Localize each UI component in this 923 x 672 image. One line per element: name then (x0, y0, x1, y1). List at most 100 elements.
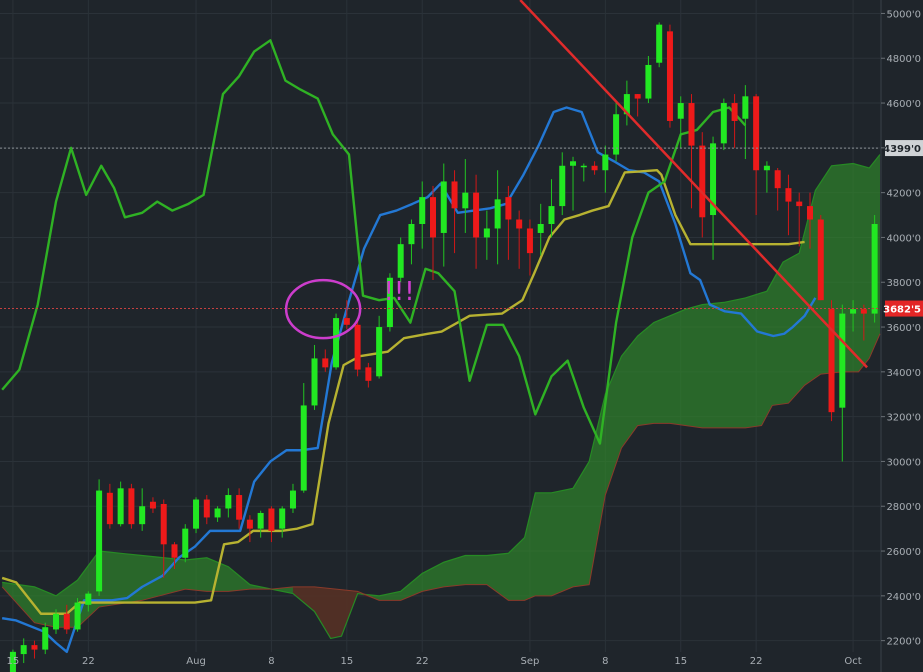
candle-up (839, 313, 846, 408)
y-tick-label: 4000'0 (886, 233, 921, 244)
candle-down (106, 492, 113, 525)
candle-down (699, 145, 706, 218)
candle-up (645, 64, 652, 99)
candle-up (623, 94, 630, 115)
candle-down (526, 228, 533, 254)
y-tick-label: 3400'0 (886, 368, 921, 379)
y-tick-label: 4600'0 (886, 99, 921, 110)
candle-up (53, 613, 60, 630)
y-tick-label: 4800'0 (886, 54, 921, 65)
candle-down (160, 504, 167, 545)
candle-down (753, 96, 760, 171)
candle-up (483, 228, 490, 238)
kijun-blue-line (1, 106, 817, 654)
y-tick-label: 3200'0 (886, 413, 921, 424)
candle-up (225, 495, 232, 509)
candle-down (634, 94, 641, 99)
price-tag-label: 3682'5 (883, 305, 921, 316)
candle-up (96, 490, 103, 592)
candle-down (796, 201, 803, 207)
candle-down (505, 197, 512, 220)
x-tick-label: 8 (268, 656, 274, 667)
x-tick-label: 22 (750, 656, 763, 667)
candle-up (548, 206, 555, 224)
candle-down (688, 103, 695, 146)
candle-up (742, 96, 749, 119)
candle-down (203, 499, 210, 518)
candle-up (214, 508, 221, 518)
y-tick-label: 3000'0 (886, 457, 921, 468)
candle-up (419, 197, 426, 224)
price-tag-label: 4399'0 (883, 144, 921, 155)
trendline (519, 0, 868, 369)
candle-down (246, 519, 253, 529)
x-tick-label: Oct (844, 656, 861, 667)
candle-down (516, 219, 523, 229)
candle-down (666, 31, 673, 121)
candle-up (9, 651, 16, 672)
candle-down (149, 501, 156, 509)
candle-down (429, 197, 436, 238)
candle-down (451, 181, 458, 209)
y-tick-label: 2600'0 (886, 547, 921, 558)
candle-up (656, 24, 663, 63)
y-tick-label: 5000'0 (886, 9, 921, 20)
candle-up (193, 499, 200, 529)
y-tick-label: 2800'0 (886, 502, 921, 513)
candle-up (397, 244, 404, 278)
x-tick-label: 8 (602, 656, 608, 667)
candle-down (860, 309, 867, 314)
candle-down (354, 324, 361, 370)
candle-down (322, 358, 329, 368)
y-axis-panel (881, 0, 923, 672)
candle-up (537, 224, 544, 233)
candle-up (20, 645, 27, 655)
candle-down (31, 645, 38, 650)
x-tick-label: 15 (7, 656, 20, 667)
candle-up (289, 490, 296, 509)
candle-up (580, 165, 587, 168)
candle-up (763, 165, 770, 171)
candle-down (236, 495, 243, 520)
candle-down (817, 219, 824, 301)
annotation-exclamations: !!! (383, 277, 414, 307)
x-tick-label: 15 (674, 656, 687, 667)
candle-down (774, 170, 781, 189)
x-tick-label: 22 (82, 656, 95, 667)
candle-up (139, 506, 146, 525)
candle-up (182, 528, 189, 558)
candle-down (63, 613, 70, 630)
y-axis: 2200'0 2400'0 2600'0 2800'0 3000'0 3200'0 3400… (880, 0, 923, 672)
candle-down (128, 488, 135, 525)
candle-up (42, 627, 49, 650)
candle-down (365, 367, 372, 381)
cloud-span-a-line (2, 154, 881, 640)
candle-up (279, 508, 286, 529)
candle-up (408, 224, 415, 245)
candle-up (386, 277, 393, 328)
candle-up (720, 103, 727, 144)
candle-up (376, 327, 383, 377)
candle-up (602, 154, 609, 171)
candle-up (850, 309, 857, 314)
candle-up (559, 165, 566, 207)
x-tick-label: Aug (186, 656, 206, 667)
candle-up (570, 161, 577, 166)
candle-up (710, 143, 717, 216)
y-tick-label: 3800'0 (886, 278, 921, 289)
candle-up (462, 192, 469, 209)
candle-down (171, 544, 178, 558)
candle-down (828, 309, 835, 413)
candle-up (300, 405, 307, 491)
candle-down (473, 192, 480, 238)
highlight-ellipse (284, 278, 362, 340)
y-tick-label: 4200'0 (886, 189, 921, 200)
y-tick-label: 2200'0 (886, 637, 921, 648)
x-tick-label: 22 (416, 656, 429, 667)
chikou-green-line (1, 39, 747, 445)
candle-up (440, 181, 447, 233)
candle-down (591, 165, 598, 171)
candle-up (74, 602, 81, 630)
candle-up (494, 199, 501, 229)
